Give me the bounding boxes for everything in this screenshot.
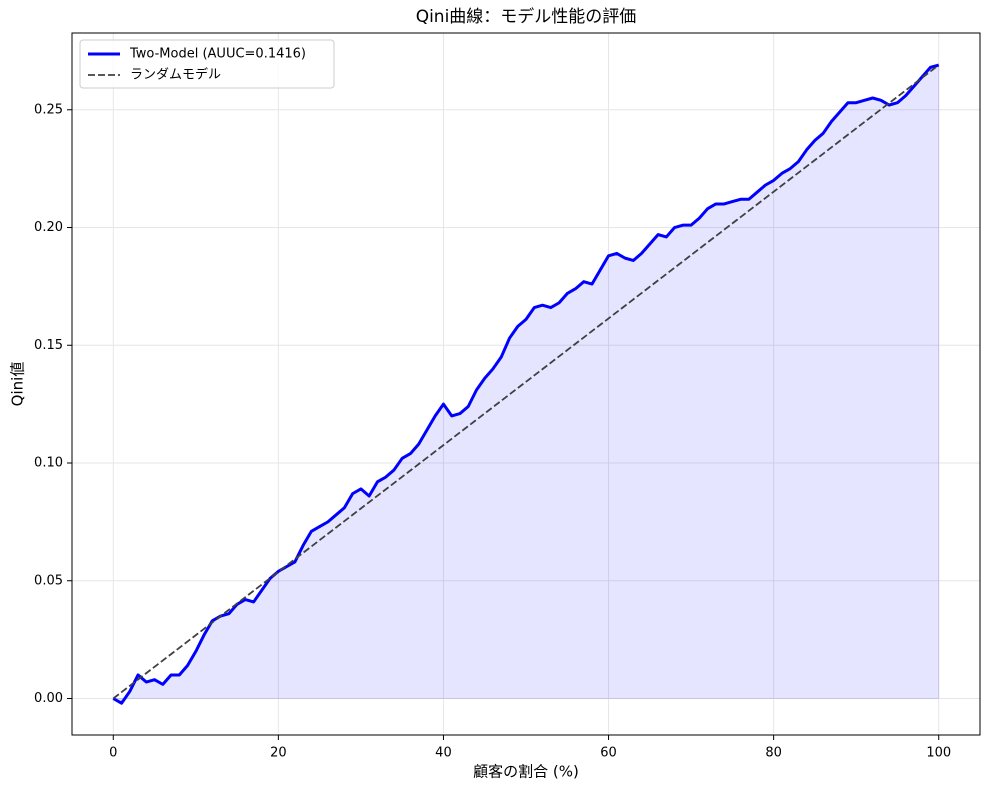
x-tick-label: 60 [600, 746, 617, 761]
x-tick-label: 20 [270, 746, 287, 761]
chart-title: Qini曲線：モデル性能の評価 [416, 6, 637, 27]
y-tick-label: 0.00 [34, 691, 63, 706]
legend-box [79, 39, 335, 89]
y-tick-label: 0.15 [34, 338, 63, 353]
y-tick-label: 0.25 [34, 102, 63, 117]
x-tick-label: 40 [435, 746, 452, 761]
x-tick-label: 80 [765, 746, 782, 761]
legend-label: ランダムモデル [130, 67, 221, 83]
y-tick-label: 0.05 [34, 573, 63, 588]
legend: Two-Model (AUUC=0.1416) ランダムモデル [79, 39, 335, 89]
line [112, 64, 940, 700]
y-tick-label: 0.20 [34, 220, 63, 235]
legend-label: Two-Model (AUUC=0.1416) [129, 47, 306, 62]
y-tick-label: 0.10 [34, 456, 63, 471]
x-tick-label: 100 [926, 746, 951, 761]
line [112, 63, 940, 705]
x-axis-label: 顧客の割合 (%) [473, 763, 579, 781]
x-tick-label: 0 [109, 746, 117, 761]
plot-frame [71, 32, 981, 736]
y-axis-label: Qini値 [9, 362, 27, 407]
